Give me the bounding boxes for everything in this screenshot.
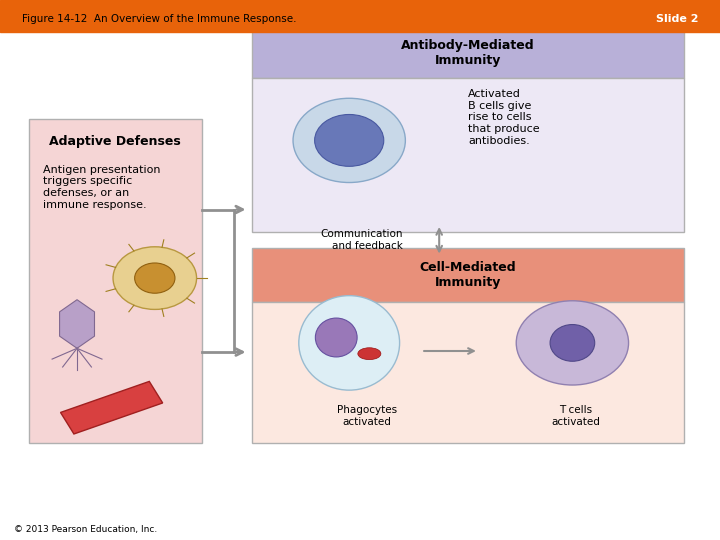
Text: Adaptive Defenses: Adaptive Defenses xyxy=(50,135,181,148)
Bar xyxy=(0,0,720,32)
Circle shape xyxy=(135,263,175,293)
FancyBboxPatch shape xyxy=(252,27,684,78)
Text: Slide 2: Slide 2 xyxy=(656,14,698,24)
Text: Activated
B cells give
rise to cells
that produce
antibodies.: Activated B cells give rise to cells tha… xyxy=(468,89,539,145)
Text: Antigen presentation
triggers specific
defenses, or an
immune response.: Antigen presentation triggers specific d… xyxy=(43,165,161,210)
Circle shape xyxy=(113,247,197,309)
Text: © 2013 Pearson Education, Inc.: © 2013 Pearson Education, Inc. xyxy=(14,524,158,534)
Ellipse shape xyxy=(299,296,400,390)
Text: T cells
activated: T cells activated xyxy=(552,405,600,427)
FancyBboxPatch shape xyxy=(252,302,684,443)
Ellipse shape xyxy=(358,348,381,360)
FancyBboxPatch shape xyxy=(252,248,684,302)
Circle shape xyxy=(315,114,384,166)
FancyBboxPatch shape xyxy=(252,78,684,232)
Text: Communication
and feedback: Communication and feedback xyxy=(320,230,403,251)
Text: Figure 14-12  An Overview of the Immune Response.: Figure 14-12 An Overview of the Immune R… xyxy=(22,14,296,24)
Ellipse shape xyxy=(315,318,357,357)
Polygon shape xyxy=(60,300,94,348)
Text: Antibody-Mediated
Immunity: Antibody-Mediated Immunity xyxy=(401,39,535,66)
Circle shape xyxy=(293,98,405,183)
Circle shape xyxy=(516,301,629,385)
Ellipse shape xyxy=(550,325,595,361)
Polygon shape xyxy=(60,381,163,434)
Text: Phagocytes
activated: Phagocytes activated xyxy=(337,405,397,427)
FancyBboxPatch shape xyxy=(29,119,202,443)
Text: Cell-Mediated
Immunity: Cell-Mediated Immunity xyxy=(420,261,516,289)
